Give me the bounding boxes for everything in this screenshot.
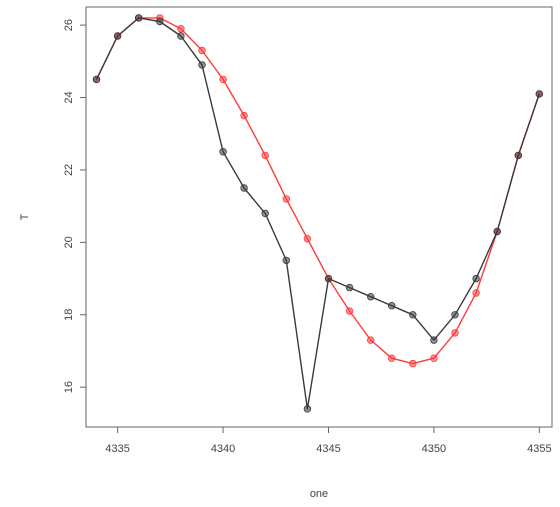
y-tick-label: 26 <box>63 19 75 31</box>
data-point <box>303 234 312 243</box>
y-tick-label: 16 <box>63 381 75 393</box>
data-point <box>514 151 522 160</box>
y-tick-label: 24 <box>63 91 75 103</box>
y-tick-label: 22 <box>63 164 75 176</box>
data-point <box>345 283 354 292</box>
x-tick-label: 4340 <box>211 443 235 455</box>
data-point <box>240 184 248 192</box>
data-point <box>493 227 501 236</box>
x-tick-label: 4355 <box>527 443 551 455</box>
x-axis-label: one <box>310 488 328 500</box>
data-point <box>282 195 290 203</box>
y-axis: 16 18 20 22 24 26 <box>63 19 86 393</box>
x-tick-label: 4335 <box>105 443 129 455</box>
series-line <box>95 17 540 410</box>
series-line <box>95 17 540 365</box>
x-tick-label: 4345 <box>316 443 340 455</box>
y-tick-label: 20 <box>63 236 75 248</box>
data-point <box>92 75 101 84</box>
data-point <box>261 151 269 160</box>
data-point <box>324 274 333 283</box>
data-point <box>409 311 417 319</box>
data-point <box>388 354 396 362</box>
data-point <box>113 32 122 40</box>
data-point <box>345 307 354 315</box>
data-point <box>261 209 269 218</box>
data-point <box>303 405 312 413</box>
x-axis: 4335 4340 4345 4350 4355 <box>105 427 552 455</box>
data-point <box>472 289 480 297</box>
data-point <box>240 111 248 120</box>
series-layer <box>92 14 543 413</box>
data-point <box>367 336 375 344</box>
data-point <box>134 14 143 22</box>
data-point <box>535 90 543 98</box>
series-0 <box>92 14 543 368</box>
y-axis-label: T <box>19 213 31 220</box>
data-point <box>177 32 185 40</box>
data-point <box>198 46 206 55</box>
data-point <box>177 25 185 33</box>
y-tick-label: 18 <box>63 309 75 321</box>
x-tick-label: 4350 <box>422 443 446 455</box>
data-point <box>472 274 480 283</box>
series-1 <box>92 14 543 413</box>
plot-frame <box>85 6 553 428</box>
data-point <box>219 75 227 84</box>
data-point <box>219 148 227 156</box>
data-point <box>409 359 417 368</box>
data-point <box>451 311 459 319</box>
data-point <box>388 302 396 310</box>
data-point <box>430 354 438 362</box>
data-point <box>198 61 206 69</box>
data-point <box>451 329 459 337</box>
data-point <box>367 293 375 301</box>
data-point <box>156 17 164 26</box>
data-point <box>282 256 290 265</box>
data-point <box>430 336 438 344</box>
